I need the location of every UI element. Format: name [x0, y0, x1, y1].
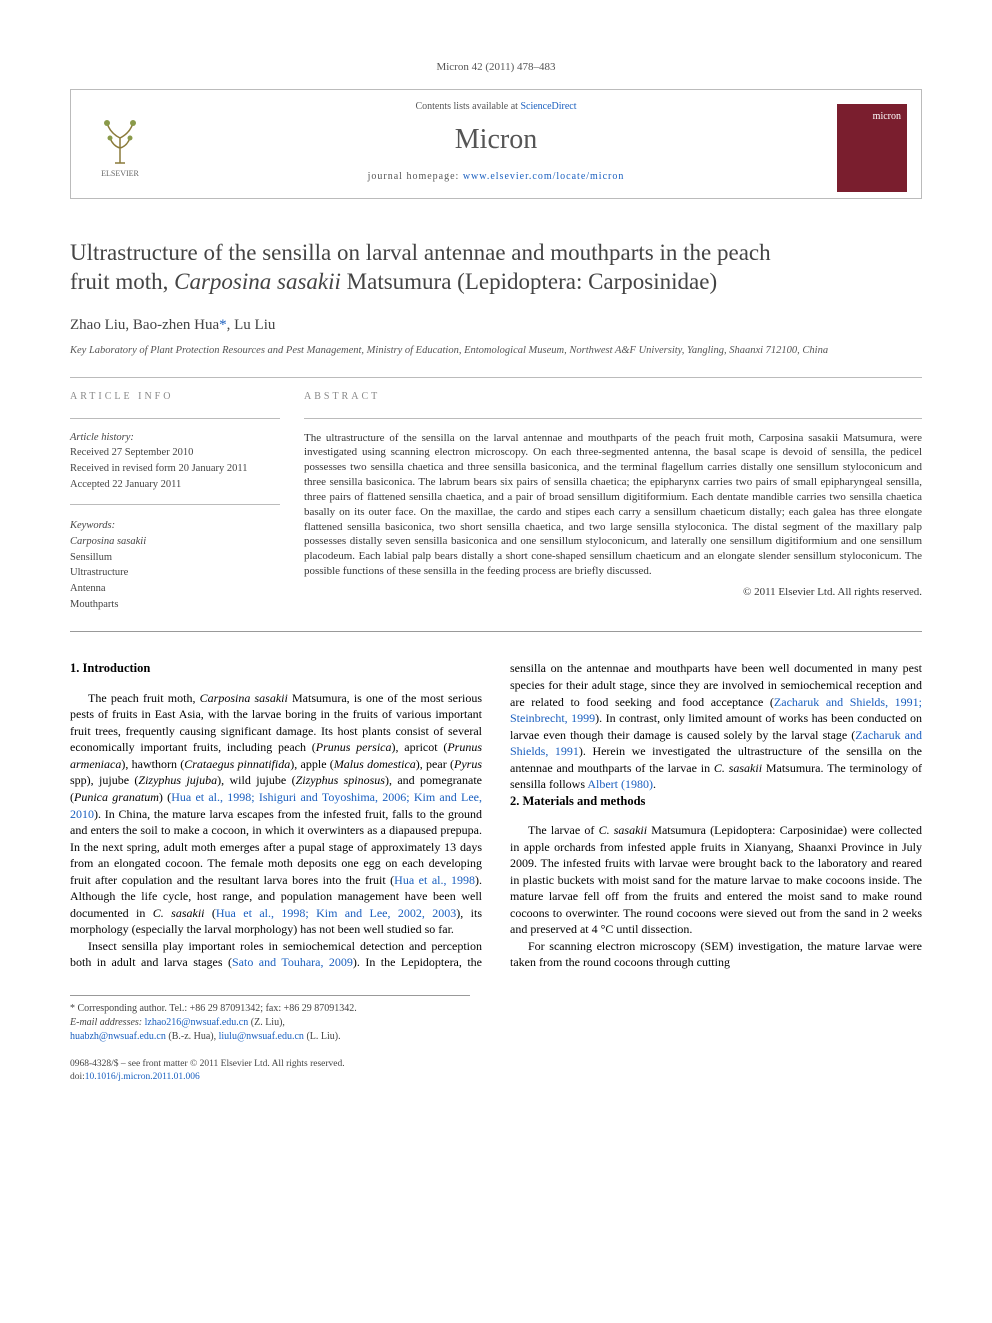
- methods-para-2: For scanning electron microscopy (SEM) i…: [510, 938, 922, 971]
- citation-year: 2011: [489, 61, 511, 73]
- citation-journal: Micron: [436, 61, 468, 73]
- citation-pages: 478–483: [517, 61, 556, 73]
- publisher-name: ELSEVIER: [101, 168, 139, 179]
- received-date: Received 27 September 2010: [70, 446, 280, 461]
- contents-prefix: Contents lists available at: [415, 101, 520, 112]
- revised-date: Received in revised form 20 January 2011: [70, 462, 280, 477]
- section-heading-intro: 1. Introduction: [70, 660, 482, 677]
- sciencedirect-link[interactable]: ScienceDirect: [520, 101, 576, 112]
- journal-header: ELSEVIER micron Contents lists available…: [70, 89, 922, 199]
- homepage-link[interactable]: www.elsevier.com/locate/micron: [463, 171, 625, 182]
- email-link[interactable]: lzhao216@nwsuaf.edu.cn: [145, 1017, 249, 1028]
- cover-title: micron: [873, 110, 901, 124]
- corresponding-note: * Corresponding author. Tel.: +86 29 870…: [70, 1002, 470, 1016]
- keyword: Ultrastructure: [70, 566, 280, 581]
- methods-para-1: The larvae of C. sasakii Matsumura (Lepi…: [510, 822, 922, 938]
- keyword: Carposina sasakii: [70, 535, 280, 550]
- author-1: Zhao Liu: [70, 317, 125, 333]
- keyword: Antenna: [70, 582, 280, 597]
- footer-copyright: 0968-4328/$ – see front matter © 2011 El…: [70, 1058, 922, 1071]
- citation-vol: 42: [472, 61, 483, 73]
- citation-link[interactable]: Albert (1980): [587, 777, 653, 791]
- article-info: article info Article history: Received 2…: [70, 390, 280, 614]
- journal-name: Micron: [175, 120, 817, 159]
- elsevier-tree-icon: [95, 108, 145, 168]
- intro-para-1: The peach fruit moth, Carposina sasakii …: [70, 690, 482, 938]
- article-title: Ultrastructure of the sensilla on larval…: [70, 239, 922, 297]
- keyword: Mouthparts: [70, 598, 280, 613]
- page-footer: 0968-4328/$ – see front matter © 2011 El…: [70, 1058, 922, 1085]
- title-line1: Ultrastructure of the sensilla on larval…: [70, 240, 771, 265]
- citation-link[interactable]: Sato and Touhara, 2009: [232, 955, 353, 969]
- body-columns: 1. Introduction The peach fruit moth, Ca…: [70, 660, 922, 971]
- homepage-line: journal homepage: www.elsevier.com/locat…: [175, 170, 817, 184]
- corresponding-mark[interactable]: *: [219, 317, 227, 333]
- doi-link[interactable]: 10.1016/j.micron.2011.01.006: [85, 1072, 200, 1082]
- section-heading-methods: 2. Materials and methods: [510, 793, 922, 810]
- keywords-label: Keywords:: [70, 519, 280, 534]
- divider: [70, 418, 280, 419]
- title-line2b: Matsumura (Lepidoptera: Carposinidae): [341, 269, 717, 294]
- email-link[interactable]: liulu@nwsuaf.edu.cn: [219, 1031, 304, 1042]
- email-link[interactable]: huabzh@nwsuaf.edu.cn: [70, 1031, 166, 1042]
- email-line: E-mail addresses: lzhao216@nwsuaf.edu.cn…: [70, 1016, 470, 1030]
- citation-link[interactable]: Hua et al., 1998: [394, 873, 475, 887]
- email-line-2: huabzh@nwsuaf.edu.cn (B.-z. Hua), liulu@…: [70, 1030, 470, 1044]
- title-species: Carposina sasakii: [174, 269, 341, 294]
- keyword: Sensillum: [70, 551, 280, 566]
- accepted-date: Accepted 22 January 2011: [70, 478, 280, 493]
- email-label: E-mail addresses:: [70, 1017, 142, 1028]
- info-heading: article info: [70, 390, 280, 404]
- author-2: Bao-zhen Hua: [133, 317, 219, 333]
- divider: [70, 377, 922, 378]
- publisher-logo: ELSEVIER: [85, 104, 155, 182]
- authors: Zhao Liu, Bao-zhen Hua*, Lu Liu: [70, 315, 922, 336]
- author-3: Lu Liu: [234, 317, 275, 333]
- citation-link[interactable]: Hua et al., 1998; Kim and Lee, 2002, 200…: [216, 906, 456, 920]
- homepage-prefix: journal homepage:: [368, 171, 463, 182]
- abstract: abstract The ultrastructure of the sensi…: [304, 390, 922, 614]
- divider-thick: [70, 631, 922, 632]
- journal-cover: micron: [837, 104, 907, 192]
- abstract-heading: abstract: [304, 390, 922, 404]
- divider: [304, 418, 922, 419]
- contents-available-line: Contents lists available at ScienceDirec…: [175, 100, 817, 114]
- title-line2a: fruit moth,: [70, 269, 174, 294]
- affiliation: Key Laboratory of Plant Protection Resou…: [70, 344, 922, 359]
- abstract-copyright: © 2011 Elsevier Ltd. All rights reserved…: [304, 585, 922, 600]
- footnotes: * Corresponding author. Tel.: +86 29 870…: [70, 995, 470, 1044]
- footer-doi: doi:10.1016/j.micron.2011.01.006: [70, 1071, 922, 1084]
- divider: [70, 504, 280, 505]
- history-label: Article history:: [70, 431, 280, 446]
- abstract-text: The ultrastructure of the sensilla on th…: [304, 431, 922, 579]
- header-citation: Micron 42 (2011) 478–483: [70, 60, 922, 75]
